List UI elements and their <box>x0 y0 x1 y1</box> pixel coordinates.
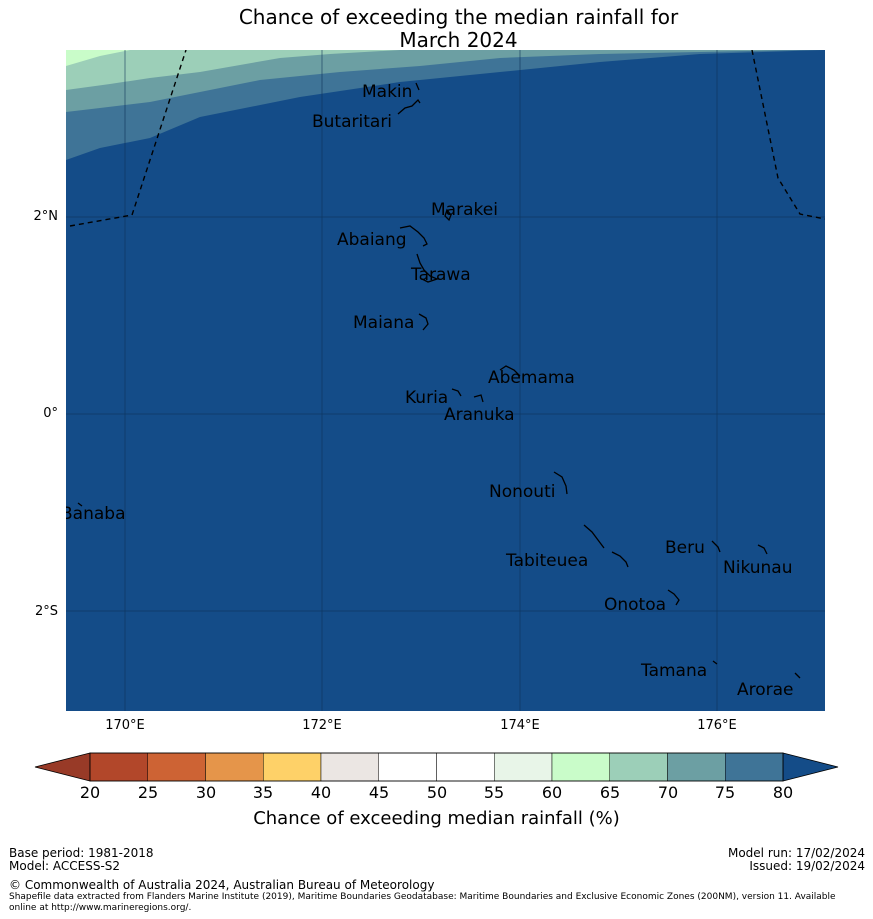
island-butaritari <box>397 98 421 115</box>
colorbar-bin <box>667 752 726 782</box>
y-tick-2s: 2°S <box>34 604 58 619</box>
colorbar-bin <box>436 752 495 782</box>
island-label-tamana: Tamana <box>640 661 707 681</box>
island-outlines <box>77 82 801 679</box>
island-label-nikunau: Nikunau <box>723 558 793 578</box>
footer-shapefile-line1: Shapefile data extracted from Flanders M… <box>9 892 836 902</box>
colorbar-bin <box>494 752 553 782</box>
footer-copyright: © Commonwealth of Australia 2024, Austra… <box>9 878 435 892</box>
island-label-banaba: Banaba <box>61 504 125 524</box>
footer-base-period: Base period: 1981-2018 <box>9 846 154 860</box>
island-marakei <box>444 208 452 222</box>
footer-shapefile-line2: online at http://www.marineregions.org/. <box>9 903 192 913</box>
x-tick-174e: 174°E <box>500 718 540 733</box>
island-label-marakei: Marakei <box>431 200 498 220</box>
island-label-abaiang: Abaiang <box>337 230 407 250</box>
x-tick-176e: 176°E <box>697 718 737 733</box>
island-label-aranuka: Aranuka <box>444 405 515 425</box>
footer-issued: Issued: 19/02/2024 <box>749 859 865 873</box>
island-label-makin: Makin <box>362 82 412 102</box>
colorbar-bin <box>320 752 379 782</box>
island-abaiang <box>399 225 428 247</box>
colorbar-label: Chance of exceeding median rainfall (%) <box>253 808 620 829</box>
island-onotoa <box>667 589 680 606</box>
y-tick-2n: 2°N <box>33 209 59 224</box>
colorbar-bin <box>551 752 610 782</box>
colorbar-bin <box>263 752 322 782</box>
island-arorae <box>794 672 801 679</box>
colorbar-tick: 40 <box>310 783 332 802</box>
probability-shading-60-65 <box>66 50 130 66</box>
colorbar-tick: 50 <box>426 783 448 802</box>
island-tabiteuea <box>583 524 629 568</box>
colorbar-tick: 30 <box>195 783 217 802</box>
island-label-kuria: Kuria <box>405 388 448 408</box>
x-tick-172e: 172°E <box>302 718 342 733</box>
colorbar-bin <box>609 752 668 782</box>
island-label-maiana: Maiana <box>353 313 414 333</box>
map-title-line1: Chance of exceeding the median rainfall … <box>238 5 679 29</box>
island-banaba <box>77 502 83 507</box>
colorbar-tick: 35 <box>252 783 274 802</box>
map-title-line2: March 2024 <box>399 28 518 52</box>
island-tamana <box>712 660 718 665</box>
colorbar-outline <box>89 752 784 782</box>
colorbar <box>34 752 839 782</box>
island-beru <box>711 540 721 553</box>
footer-model-run: Model run: 17/02/2024 <box>727 846 865 860</box>
x-tick-170e: 170°E <box>105 718 145 733</box>
colorbar-bin <box>205 752 264 782</box>
colorbar-tick: 20 <box>79 783 101 802</box>
island-makin <box>415 82 420 91</box>
probability-shading-80plus <box>66 50 825 711</box>
eez-boundary-west <box>69 50 187 227</box>
island-label-nonouti: Nonouti <box>489 482 555 502</box>
colorbar-tick: 70 <box>657 783 679 802</box>
island-label-tabiteuea: Tabiteuea <box>505 551 588 571</box>
island-tarawa <box>416 253 439 283</box>
colorbar-tick: 25 <box>137 783 159 802</box>
island-kuria <box>451 388 462 397</box>
eez-boundary-east <box>751 50 825 220</box>
island-label-arorae: Arorae <box>737 680 794 700</box>
island-labels: Makin Butaritari Marakei Abaiang Tarawa … <box>61 82 794 700</box>
colorbar-tick: 60 <box>541 783 563 802</box>
colorbar-tick: 75 <box>714 783 736 802</box>
colorbar-tick: 55 <box>483 783 505 802</box>
probability-shading-70-75 <box>66 50 800 112</box>
island-nonouti <box>553 471 568 495</box>
island-abemama <box>499 365 521 377</box>
colorbar-bin <box>725 752 784 782</box>
colorbar-tick: 45 <box>368 783 390 802</box>
colorbar-bin <box>378 752 437 782</box>
colorbar-over-arrow <box>782 752 839 782</box>
island-label-tarawa: Tarawa <box>410 265 471 285</box>
probability-shading-65-70 <box>66 50 400 90</box>
gridlines <box>66 50 825 711</box>
y-tick-0: 0° <box>43 406 58 421</box>
colorbar-bin <box>89 752 148 782</box>
footer-model: Model: ACCESS-S2 <box>9 859 121 873</box>
island-label-beru: Beru <box>665 538 705 558</box>
colorbar-tick: 65 <box>599 783 621 802</box>
colorbar-under-arrow <box>34 752 91 782</box>
island-nikunau <box>757 544 768 555</box>
island-label-butaritari: Butaritari <box>312 112 392 132</box>
colorbar-bin <box>147 752 206 782</box>
island-maiana <box>418 313 429 331</box>
colorbar-tick: 80 <box>772 783 794 802</box>
island-aranuka <box>473 394 484 403</box>
island-label-onotoa: Onotoa <box>604 595 666 615</box>
island-label-abemama: Abemama <box>488 368 575 388</box>
